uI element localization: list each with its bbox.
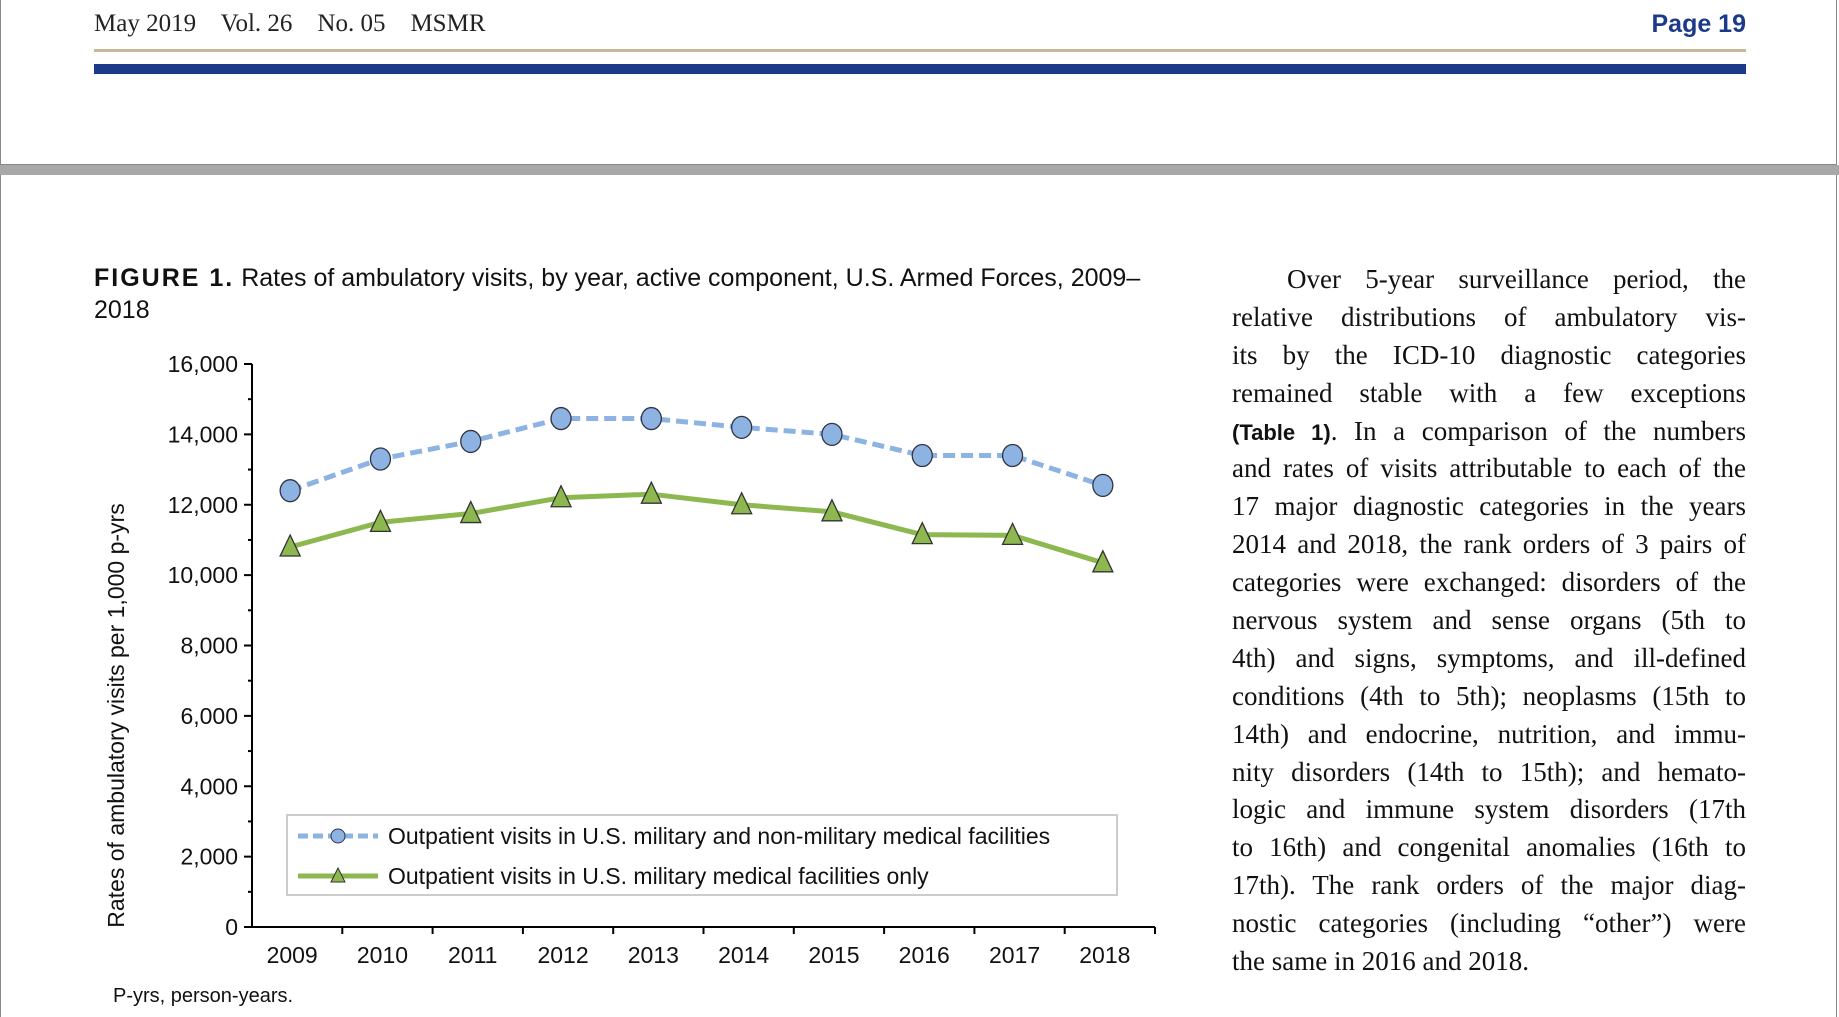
x-tick-label: 2014 [718,942,769,968]
text-line: Over 5-year surveillance period, the [1287,264,1746,294]
legend-box [286,814,1118,896]
text-line: its by the ICD-10 diagnostic categories [1232,339,1746,370]
data-point-triangle [369,508,392,532]
x-tick-label: 2012 [537,942,588,968]
data-point-circle [1092,473,1114,498]
text-line: 2014 and 2018, the rank orders of 3 pair… [1232,529,1746,560]
legend-marker-triangle [330,866,346,883]
figure-footnote: P-yrs, person-years. [113,985,294,1007]
data-point-circle [911,443,933,468]
figure-title: Rates of ambulatory visits, by year, act… [94,264,1141,324]
data-point-circle [821,422,843,447]
data-point-circle [460,429,482,454]
y-axis-label: Rates of ambulatory visits per 1,000 p-y… [103,503,129,927]
text-line: logic and immune system disorders (17th [1232,794,1746,825]
data-point-triangle [640,480,663,504]
data-point-circle [731,415,753,439]
text-line: to 16th) and congenital anomalies (16th … [1232,832,1746,863]
text-line: nervous system and sense organs (5th to [1232,605,1746,636]
y-tick-label: 8,000 [180,633,238,659]
data-point-triangle [730,491,753,515]
text-line: relative distributions of ambulatory vis… [1232,301,1746,332]
data-point-triangle [459,500,482,524]
x-tick-label: 2015 [808,942,859,968]
figure-label: FIGURE 1. [94,264,235,292]
page-top-frame [0,0,1837,165]
data-point-circle [640,406,662,431]
x-tick-label: 2017 [989,942,1040,968]
text-line: and rates of visits attributable to each… [1232,453,1746,484]
line-chart: 0 2,000 4,000 6,000 8,000 10,000 12,000 14,000 1… [103,351,1156,968]
text-line: 4th) and signs, symptoms, and ill-define… [1232,642,1746,673]
y-tick-label: 2,000 [180,844,238,870]
data-point-circle [550,406,572,431]
legend: Outpatient visits in U.S. military and n… [286,814,1118,896]
legend-marker-circle [330,828,346,844]
table-reference-link[interactable]: (Table 1) [1232,419,1331,445]
header-bar [94,64,1746,74]
text-span: . In a comparison of the numbers [1330,415,1746,446]
data-point-triangle [820,498,843,522]
text-line: nostic categories (including “other”) we… [1232,908,1746,939]
page-separator [0,165,1839,175]
data-point-triangle [911,521,934,545]
issue-header: May 2019 Vol. 26 No. 05 MSMR [94,10,486,37]
y-tick-label: 14,000 [168,421,238,447]
x-tick-label: 2011 [448,942,497,968]
data-point-triangle [1091,549,1114,573]
data-point-circle [1001,443,1024,468]
data-point-triangle [1001,521,1024,546]
text-line: conditions (4th to 5th); neoplasms (15th… [1232,680,1746,711]
page-frame [0,175,1837,1017]
text-line: the same in 2016 and 2018. [1232,946,1529,977]
data-point-circle [279,479,301,503]
series-line [289,416,1104,494]
text-line: categories were exchanged: disorders of … [1232,567,1746,598]
series-1 [279,480,1114,573]
page-number: Page 19 [1651,10,1746,38]
text-line: 17 major diagnostic categories in the ye… [1232,491,1746,522]
text-line: (Table 1). In a comparison of the number… [1232,413,1746,451]
y-tick-label: 4,000 [180,773,238,799]
x-tick-label: 2009 [267,942,318,968]
text-line: 17th). The rank orders of the major diag… [1232,870,1746,901]
body-text-column: Over 5-year surveillance period, the rela… [1232,261,1746,981]
legend-label: Outpatient visits in U.S. military medic… [388,863,929,889]
x-tick-label: 2013 [628,942,679,968]
header-rule [94,49,1746,52]
y-tick-label: 10,000 [168,562,238,588]
x-tick-label: 2018 [1079,942,1130,968]
text-line: nity disorders (14th to 15th); and hemat… [1232,756,1746,787]
y-tick-label: 12,000 [168,492,238,518]
text-line: 14th) and endocrine, nutrition, and immu… [1232,718,1746,749]
figure-caption: FIGURE 1. Rates of ambulatory visits, by… [94,262,1194,326]
x-tick-label: 2010 [357,942,408,968]
series-line [289,491,1104,566]
text-line: remained stable with a few exceptions [1232,377,1746,408]
legend-label: Outpatient visits in U.S. military and n… [388,823,1050,849]
data-point-triangle [279,533,302,557]
y-tick-label: 16,000 [168,351,238,377]
x-tick-label: 2016 [899,942,950,968]
data-point-circle [369,447,392,471]
data-point-triangle [550,484,573,508]
series-0 [279,406,1114,503]
y-tick-label: 0 [225,914,238,940]
y-tick-label: 6,000 [180,703,238,729]
